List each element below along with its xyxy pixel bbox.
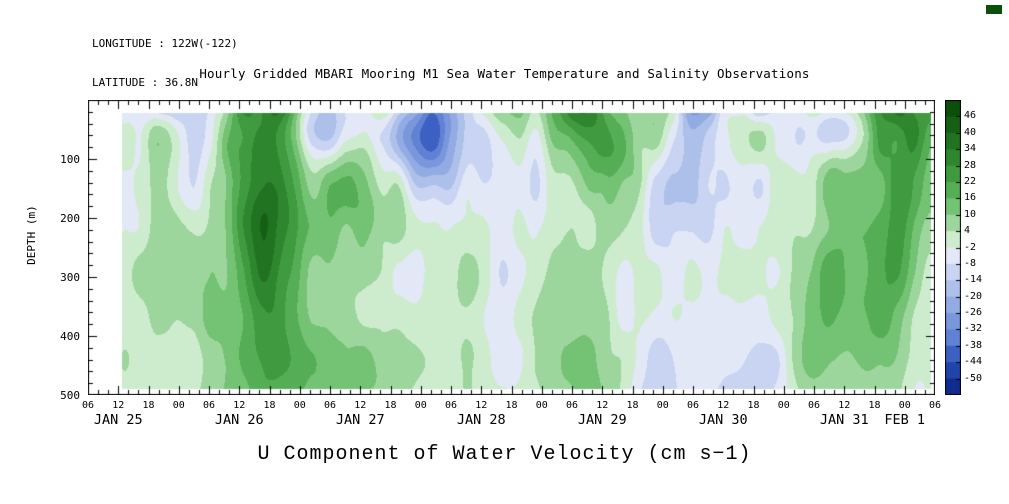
cb-tick-label: -14 xyxy=(964,274,983,286)
x-hour-label: 06 xyxy=(81,400,95,411)
x-hour-label: 06 xyxy=(565,400,579,411)
x-hour-label: 00 xyxy=(777,400,790,411)
cb-tick-label: 22 xyxy=(964,175,977,187)
meta-latitude: LATITUDE : 36.8N xyxy=(92,76,198,89)
x-hour-label: 06 xyxy=(202,400,216,411)
x-axis-title: U Component of Water Velocity (cm s−1) xyxy=(257,443,752,466)
x-hour-label: 18 xyxy=(868,400,881,411)
y-tick-label: 100 xyxy=(60,153,80,166)
x-date-label: JAN 30 xyxy=(698,412,748,428)
x-hour-label: 12 xyxy=(233,400,246,411)
x-hour-label: 00 xyxy=(293,400,306,411)
x-hour-label: 18 xyxy=(142,400,155,411)
cb-tick-label: 40 xyxy=(964,126,977,138)
x-hour-label: 00 xyxy=(656,400,669,411)
cb-tick-label: -38 xyxy=(964,339,983,351)
cb-tick-label: 10 xyxy=(964,208,977,220)
x-hour-label: 06 xyxy=(686,400,700,411)
colorbar-canvas xyxy=(945,100,961,395)
x-date-label: JAN 26 xyxy=(214,412,264,428)
x-hour-label: 00 xyxy=(414,400,427,411)
plot-title: Hourly Gridded MBARI Mooring M1 Sea Wate… xyxy=(199,66,810,81)
x-hour-label: 18 xyxy=(626,400,639,411)
x-hour-label: 18 xyxy=(384,400,397,411)
x-hour-label: 12 xyxy=(354,400,367,411)
x-hour-label: 18 xyxy=(747,400,760,411)
cb-tick-label: -50 xyxy=(964,372,983,384)
y-tick-label: 300 xyxy=(60,271,80,284)
x-hour-label: 00 xyxy=(172,400,185,411)
cb-tick-label: -32 xyxy=(964,323,983,335)
cb-tick-label: 46 xyxy=(964,110,977,122)
cb-tick-label: 4 xyxy=(964,225,971,237)
x-hour-label: 18 xyxy=(505,400,518,411)
x-date-label: JAN 29 xyxy=(577,412,627,428)
x-hour-label: 06 xyxy=(444,400,458,411)
corner-mark xyxy=(986,5,1002,14)
y-tick-label: 400 xyxy=(60,330,80,343)
x-hour-label: 06 xyxy=(807,400,821,411)
x-hour-label: 00 xyxy=(535,400,548,411)
x-date-label: JAN 25 xyxy=(93,412,143,428)
cb-tick-label: -2 xyxy=(964,241,977,253)
y-tick-label: 500 xyxy=(60,389,80,402)
cb-tick-label: 34 xyxy=(964,143,977,155)
meta-longitude: LONGITUDE : 122W(-122) xyxy=(92,37,238,50)
y-axis-title: DEPTH (m) xyxy=(25,205,38,265)
cb-tick-label: -26 xyxy=(964,307,983,319)
x-hour-label: 18 xyxy=(263,400,276,411)
x-hour-label: 12 xyxy=(596,400,609,411)
velocity-heatmap-canvas xyxy=(88,100,935,395)
x-date-label: JAN 31 xyxy=(819,412,869,428)
x-date-label: FEB 1 xyxy=(884,412,926,428)
cb-tick-label: -44 xyxy=(964,356,983,368)
cb-tick-label: -8 xyxy=(964,257,977,269)
x-hour-label: 12 xyxy=(838,400,851,411)
x-hour-label: 00 xyxy=(898,400,911,411)
x-hour-label: 06 xyxy=(323,400,337,411)
x-hour-label: 12 xyxy=(475,400,488,411)
cb-tick-label: 16 xyxy=(964,192,977,204)
cb-tick-label: 28 xyxy=(964,159,977,171)
x-hour-label: 12 xyxy=(112,400,125,411)
x-date-label: JAN 28 xyxy=(456,412,506,428)
x-hour-label: 12 xyxy=(717,400,730,411)
cb-tick-label: -20 xyxy=(964,290,983,302)
x-hour-label: 06 xyxy=(928,400,942,411)
y-tick-label: 200 xyxy=(60,212,80,225)
x-date-label: JAN 27 xyxy=(335,412,385,428)
